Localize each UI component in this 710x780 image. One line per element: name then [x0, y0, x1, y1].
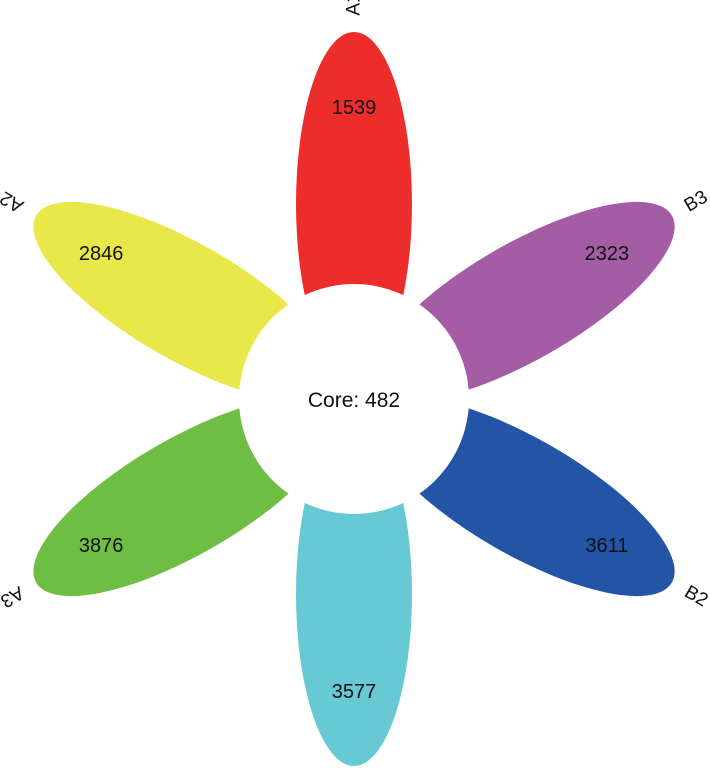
petal-count-b2: 3611 [585, 535, 628, 557]
petal-count-a2: 2846 [79, 243, 124, 265]
petal-name-a1: A1 [344, 0, 365, 16]
petal-count-b3: 2323 [585, 243, 630, 265]
petal-name-b3: B3 [681, 187, 710, 217]
core-circle [239, 284, 469, 514]
petal-count-b1: 3577 [332, 681, 377, 703]
petal-name-a3: A3 [0, 582, 27, 612]
petal-count-a1: 1539 [332, 97, 377, 119]
petal-count-a3: 3876 [79, 535, 124, 557]
petal-name-a2: A2 [0, 187, 27, 217]
core-label: Core: 482 [308, 389, 400, 412]
petal-name-b2: B2 [681, 582, 710, 612]
